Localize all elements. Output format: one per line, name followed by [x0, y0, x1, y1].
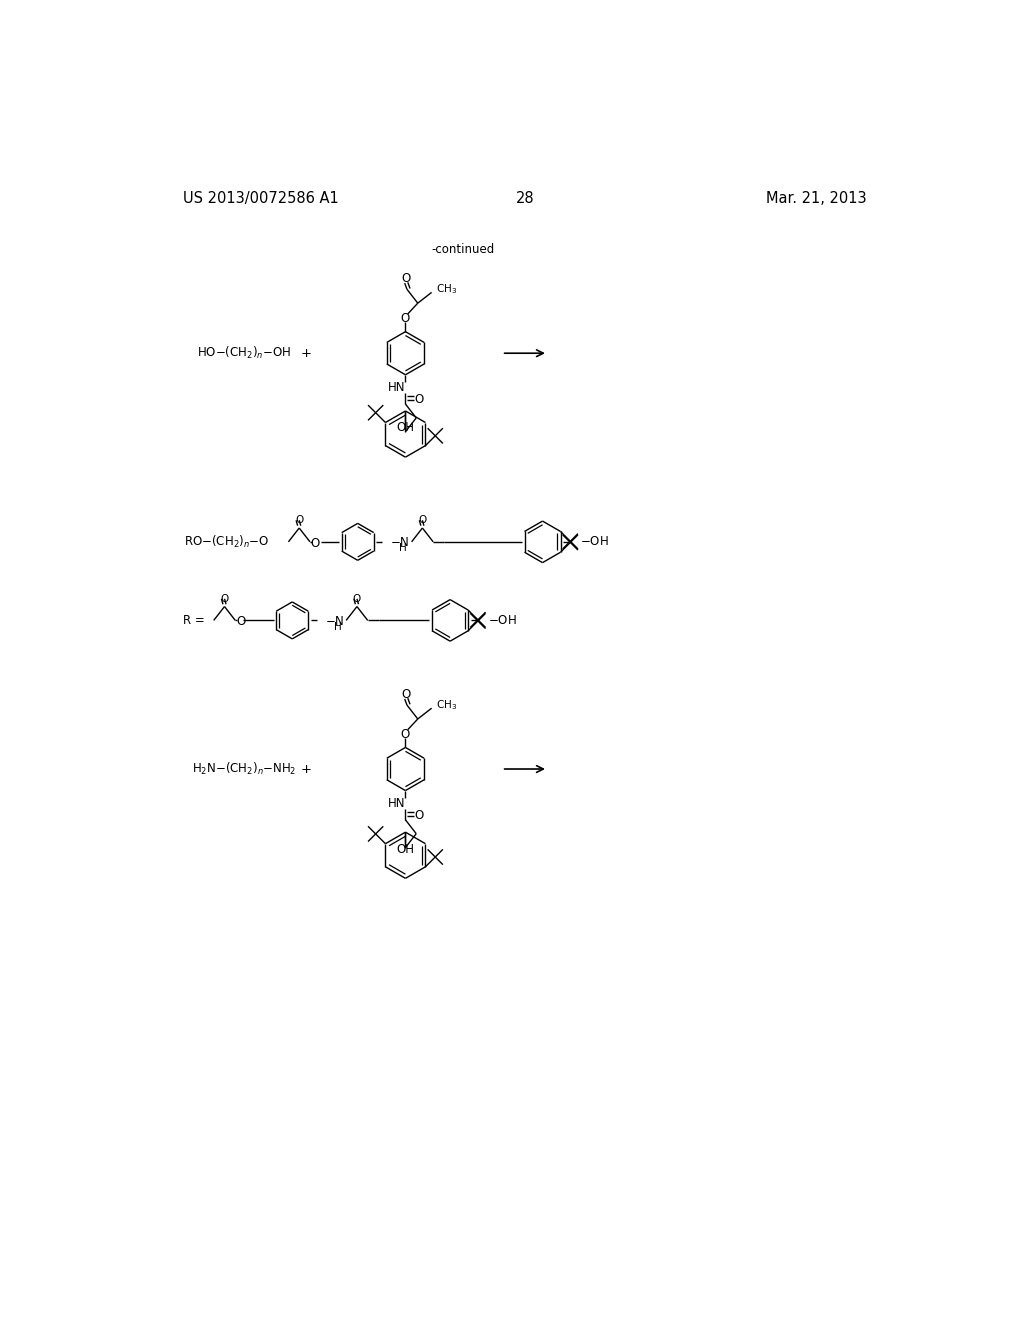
- Text: O: O: [353, 594, 361, 603]
- Text: HO$-$(CH$_2$)$_n$$-$OH: HO$-$(CH$_2$)$_n$$-$OH: [198, 345, 292, 362]
- Text: -continued: -continued: [431, 243, 495, 256]
- Text: US 2013/0072586 A1: US 2013/0072586 A1: [183, 191, 339, 206]
- Text: CH$_3$: CH$_3$: [436, 282, 458, 296]
- Text: CH$_3$: CH$_3$: [436, 698, 458, 711]
- Text: O: O: [220, 594, 228, 603]
- Text: O: O: [415, 809, 424, 822]
- Text: O: O: [400, 727, 410, 741]
- Text: HN: HN: [387, 797, 404, 810]
- Text: R =: R =: [183, 614, 205, 627]
- Text: H: H: [334, 622, 342, 631]
- Text: O: O: [310, 537, 319, 550]
- Text: +: +: [301, 763, 311, 776]
- Text: Mar. 21, 2013: Mar. 21, 2013: [766, 191, 866, 206]
- Text: $-$OH: $-$OH: [487, 614, 516, 627]
- Text: H: H: [399, 543, 408, 553]
- Text: +: +: [301, 347, 311, 360]
- Text: O: O: [401, 272, 411, 285]
- Text: O: O: [415, 393, 424, 407]
- Text: OH: OH: [396, 421, 415, 434]
- Text: $-$N: $-$N: [325, 615, 344, 628]
- Text: $-$N: $-$N: [390, 536, 410, 549]
- Text: $-$OH: $-$OH: [581, 536, 609, 548]
- Text: O: O: [295, 515, 303, 525]
- Text: HN: HN: [387, 381, 404, 395]
- Text: OH: OH: [396, 842, 415, 855]
- Text: O: O: [237, 615, 246, 628]
- Text: O: O: [400, 312, 410, 325]
- Text: 28: 28: [515, 191, 535, 206]
- Text: O: O: [401, 688, 411, 701]
- Text: H$_2$N$-$(CH$_2$)$_n$$-$NH$_2$: H$_2$N$-$(CH$_2$)$_n$$-$NH$_2$: [193, 760, 297, 777]
- Text: RO$-$(CH$_2$)$_n$$-$O: RO$-$(CH$_2$)$_n$$-$O: [184, 533, 269, 550]
- Text: O: O: [418, 515, 427, 525]
